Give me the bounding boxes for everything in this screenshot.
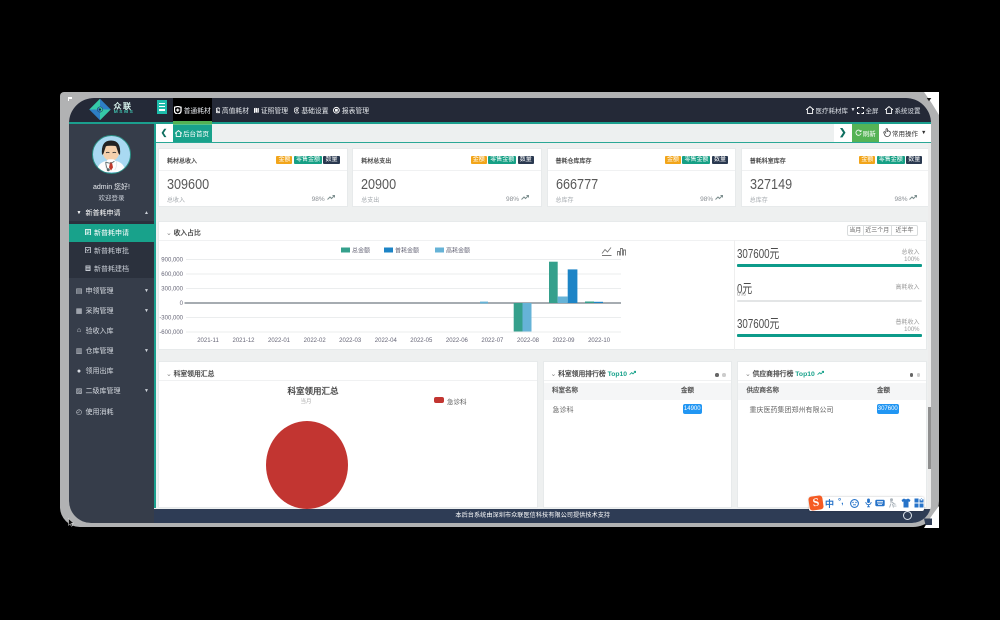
svg-text:2022-04: 2022-04 xyxy=(375,338,398,344)
svg-text:普耗金额: 普耗金额 xyxy=(395,247,419,255)
svg-text:高耗金额: 高耗金额 xyxy=(446,247,470,255)
svg-text:2022-03: 2022-03 xyxy=(339,338,362,344)
svg-text:2021-12: 2021-12 xyxy=(232,338,255,344)
svg-text:2022-08: 2022-08 xyxy=(517,338,540,344)
svg-text:-300,000: -300,000 xyxy=(159,316,183,322)
svg-text:2022-01: 2022-01 xyxy=(268,338,291,344)
svg-text:2022-10: 2022-10 xyxy=(588,338,611,344)
svg-text:600,000: 600,000 xyxy=(161,272,183,278)
svg-text:2022-06: 2022-06 xyxy=(446,338,469,344)
svg-text:0: 0 xyxy=(180,301,184,307)
svg-text:2022-07: 2022-07 xyxy=(481,338,504,344)
svg-text:-600,000: -600,000 xyxy=(159,330,183,336)
svg-text:2022-09: 2022-09 xyxy=(552,338,575,344)
svg-text:2021-11: 2021-11 xyxy=(197,338,219,344)
svg-text:2022-02: 2022-02 xyxy=(304,338,327,344)
svg-text:900,000: 900,000 xyxy=(161,258,183,264)
svg-text:2022-05: 2022-05 xyxy=(410,338,433,344)
svg-text:300,000: 300,000 xyxy=(161,287,183,293)
svg-text:总金额: 总金额 xyxy=(352,247,370,255)
